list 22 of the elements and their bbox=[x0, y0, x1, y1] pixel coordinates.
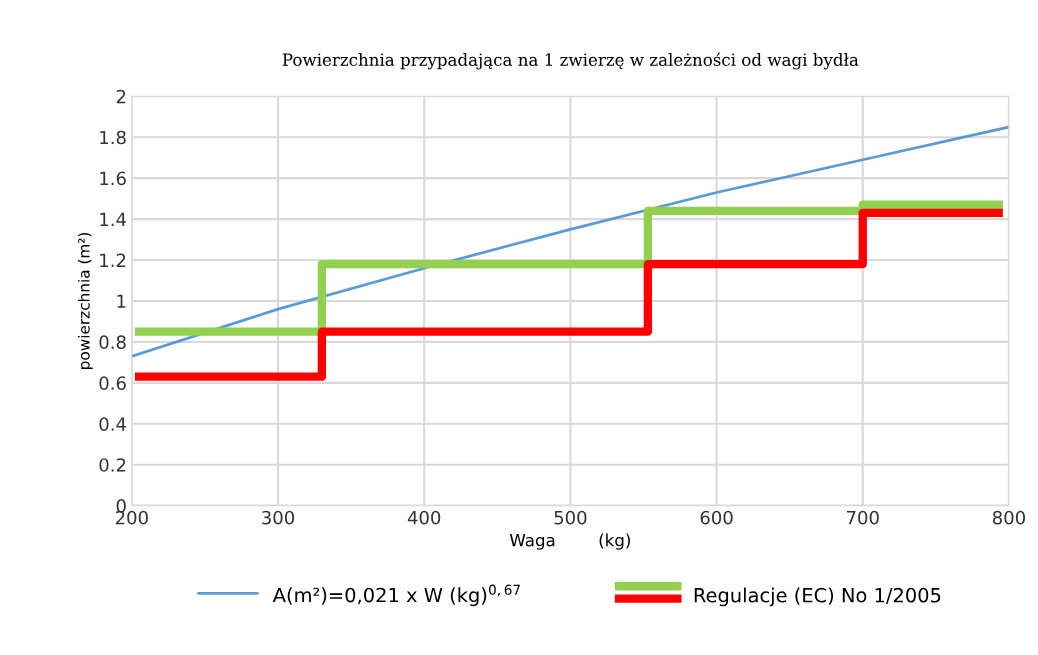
y-tick-label: 0.4 bbox=[99, 417, 126, 431]
legend-label: Regulacje (EC) No 1/2005 bbox=[694, 587, 941, 607]
y-tick-label: 1.6 bbox=[100, 171, 126, 186]
x-tick-label: 600 bbox=[700, 510, 733, 525]
x-tick-label: 800 bbox=[992, 510, 1025, 525]
legend-label: A(m²)=0,021 x W (kg)$^{0,67}$ bbox=[272, 584, 520, 607]
y-tick-label: 1.8 bbox=[100, 130, 126, 145]
x-tick-label: 400 bbox=[407, 510, 441, 525]
y-axis-title: powierzchnia (m²) bbox=[77, 232, 93, 369]
y-tick-label: 0.2 bbox=[99, 458, 126, 472]
x-axis-title: Waga (kg) bbox=[509, 533, 630, 550]
x-tick-label: 700 bbox=[847, 510, 879, 525]
line-series bbox=[131, 125, 1009, 358]
y-tick-label: 2 bbox=[116, 89, 126, 104]
y-tick-label: 0.6 bbox=[99, 376, 126, 390]
y-tick-label: 0.8 bbox=[99, 335, 126, 350]
x-tick-label: 300 bbox=[262, 510, 295, 525]
y-tick-label: 1 bbox=[117, 294, 126, 308]
x-tick-label: 500 bbox=[554, 510, 587, 525]
y-tick-label: 1.4 bbox=[100, 212, 126, 226]
y-tick-label: 1.2 bbox=[100, 253, 126, 267]
chart-title: Powierzchnia przypadająca na 1 zwierzę w zależności od wagi bydła bbox=[282, 52, 859, 70]
